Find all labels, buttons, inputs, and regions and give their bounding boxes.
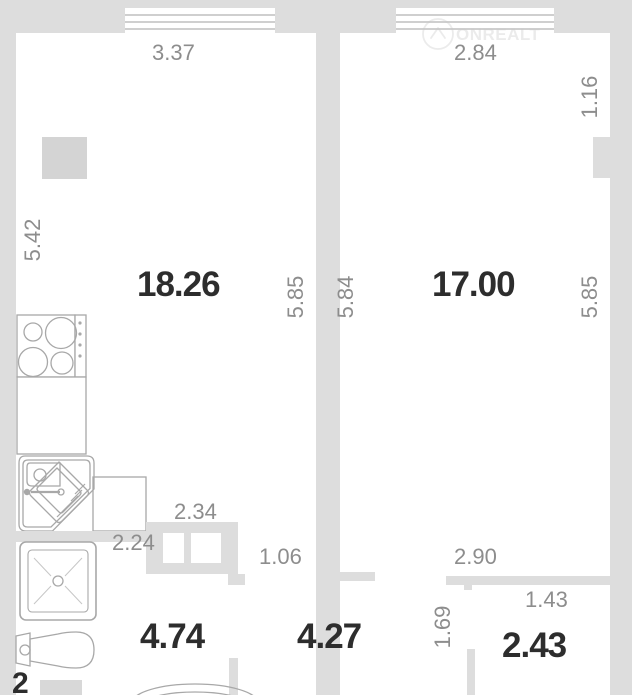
svg-text:5.85: 5.85: [283, 276, 308, 319]
svg-text:5.84: 5.84: [333, 276, 358, 319]
svg-text:2.90: 2.90: [454, 544, 497, 569]
svg-text:4.74: 4.74: [140, 617, 206, 656]
svg-text:1.43: 1.43: [525, 587, 568, 612]
svg-text:3.37: 3.37: [152, 40, 195, 65]
svg-text:2.34: 2.34: [174, 499, 217, 524]
svg-text:1.06: 1.06: [259, 544, 302, 569]
svg-text:18.26: 18.26: [137, 265, 220, 304]
svg-text:5.85: 5.85: [577, 276, 602, 319]
svg-text:2.43: 2.43: [502, 626, 567, 665]
svg-text:2.84: 2.84: [454, 40, 497, 65]
svg-text:2: 2: [12, 667, 29, 695]
svg-text:4.27: 4.27: [297, 617, 361, 656]
svg-text:1.16: 1.16: [577, 76, 602, 119]
svg-text:5.42: 5.42: [20, 219, 45, 262]
svg-text:17.00: 17.00: [432, 265, 515, 304]
svg-text:2.24: 2.24: [112, 530, 155, 555]
svg-text:1.69: 1.69: [430, 606, 455, 649]
